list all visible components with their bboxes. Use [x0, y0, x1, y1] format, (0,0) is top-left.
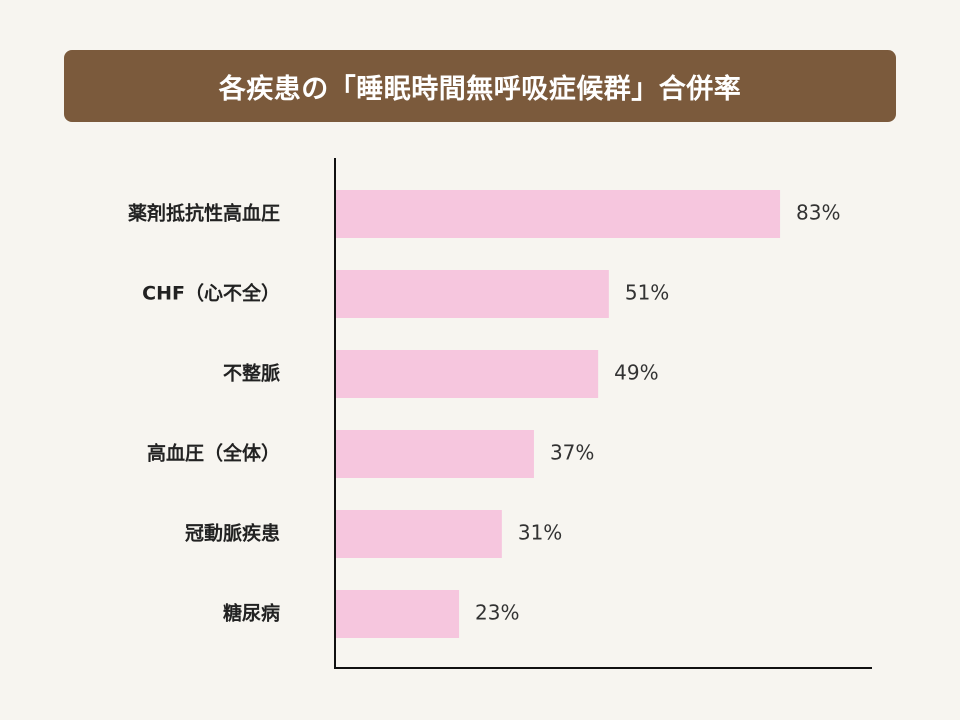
- bar-5: [336, 590, 460, 638]
- value-label-5: 23%: [475, 601, 519, 625]
- title-banner: 各疾患の「睡眠時間無呼吸症候群」合併率: [64, 50, 896, 122]
- category-label-4: 冠動脈疾患: [185, 522, 280, 545]
- bar-0: [336, 190, 781, 238]
- value-label-0: 83%: [796, 201, 840, 225]
- value-label-3: 37%: [550, 441, 594, 465]
- category-label-5: 糖尿病: [223, 602, 280, 625]
- bar-2: [336, 350, 599, 398]
- chart-title: 各疾患の「睡眠時間無呼吸症候群」合併率: [218, 73, 742, 105]
- category-label-2: 不整脈: [223, 362, 280, 385]
- category-label-3: 高血圧（全体）: [147, 442, 280, 465]
- bar-4: [336, 510, 502, 558]
- bar-3: [336, 430, 534, 478]
- category-label-1: CHF（心不全）: [142, 282, 280, 305]
- category-label-0: 薬剤抵抗性高血圧: [127, 202, 280, 225]
- value-label-1: 51%: [625, 281, 669, 305]
- bar-1: [336, 270, 609, 318]
- value-label-2: 49%: [614, 361, 658, 385]
- value-label-4: 31%: [518, 521, 562, 545]
